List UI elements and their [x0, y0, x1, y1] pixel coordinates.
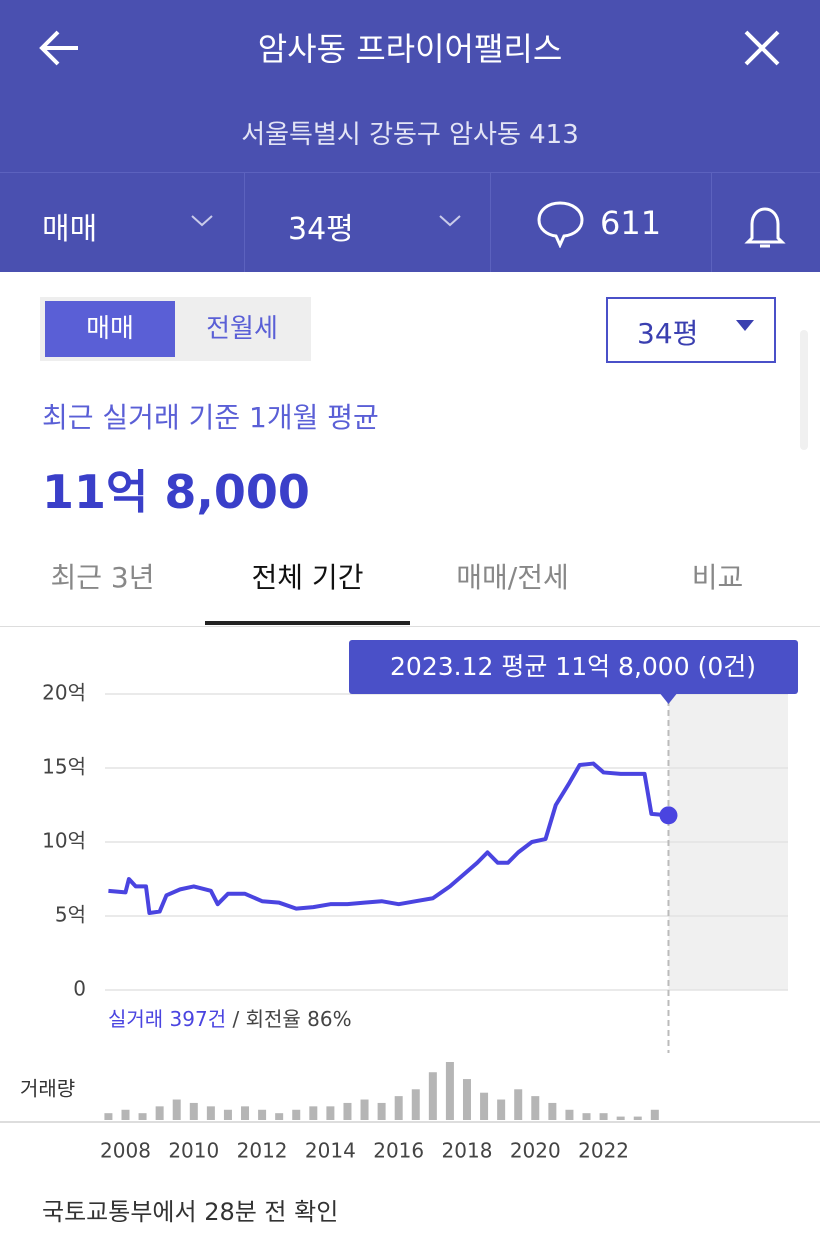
dropdown-arrow — [736, 320, 754, 331]
x-tick-label: 2022 — [578, 1139, 629, 1163]
title: 암사동 프라이어팰리스 — [257, 30, 563, 68]
volume-bar — [223, 1109, 232, 1120]
volume-bar — [343, 1102, 352, 1120]
area[interactable]: 34평 — [288, 212, 354, 247]
divider — [0, 172, 820, 173]
tab[interactable]: 비교 — [691, 561, 744, 594]
volume-bar — [104, 1113, 113, 1120]
x-tick-label: 2008 — [100, 1139, 151, 1163]
footer: 국토교통부에서 28분 전 확인 — [42, 1198, 339, 1226]
comment-icon[interactable] — [536, 200, 586, 248]
summary-caption: 최근 실거래 기준 1개월 평균 — [42, 401, 379, 434]
chevron — [191, 215, 213, 227]
close-button[interactable] — [744, 30, 780, 66]
bell-icon[interactable] — [744, 204, 786, 250]
tooltip-pointer — [660, 694, 677, 704]
volume-bar — [616, 1116, 625, 1120]
volume-bar — [360, 1099, 369, 1120]
volume-bar — [497, 1099, 506, 1120]
summary-price: 11억 8,000 — [42, 465, 310, 519]
volume-bar — [565, 1109, 574, 1120]
volume-bar — [258, 1109, 267, 1120]
x-tick-label: 2014 — [305, 1139, 356, 1163]
tab[interactable]: 전체 기간 — [251, 561, 364, 594]
trade-summary: 실거래 397건 / 회전율 86% — [108, 1007, 352, 1031]
chart: 거래량 실거래 397건 / 회전율 86% 0 5억 10억 15억 20억 2008 2… — [0, 640, 820, 1163]
volume-bar — [206, 1106, 215, 1120]
trade-type[interactable]: 매매 — [42, 212, 98, 247]
toggle-option[interactable]: 전월세 — [206, 314, 278, 344]
back-button[interactable] — [38, 28, 82, 68]
comment-count: 611 — [600, 204, 662, 242]
y-tick-label: 0 — [73, 977, 86, 1001]
y-tick-label: 5억 — [55, 903, 86, 927]
volume-bar — [155, 1106, 164, 1120]
price-line — [108, 761, 669, 916]
volume-bar — [326, 1106, 335, 1120]
volume-bar — [445, 1062, 454, 1120]
tab[interactable]: 매매/전세 — [456, 561, 569, 594]
volume-bar — [292, 1109, 301, 1120]
area-select: 34평 — [637, 317, 699, 350]
volume-bar — [599, 1113, 608, 1120]
tooltip-box — [349, 640, 798, 694]
turnover: / 회전율 86% — [233, 1007, 352, 1031]
volume-bar — [582, 1113, 591, 1120]
y-tick-label: 15억 — [42, 755, 86, 779]
divider — [711, 172, 712, 272]
volume-bar — [377, 1102, 386, 1120]
scrollbar — [800, 330, 808, 450]
x-tick-label: 2018 — [442, 1139, 493, 1163]
volume-bar — [241, 1106, 250, 1120]
tab-divider — [0, 626, 820, 627]
header: 암사동 프라이어팰리스 서울특별시 강동구 암사동 413 매매 34평 611 — [0, 0, 820, 272]
x-tick-label: 2012 — [237, 1139, 288, 1163]
last-point — [659, 806, 678, 825]
volume-bar — [309, 1106, 318, 1120]
volume-bar — [633, 1116, 642, 1120]
volume-bar — [531, 1096, 540, 1120]
volume-bar — [650, 1109, 659, 1120]
y-tick-label: 10억 — [42, 829, 86, 853]
volume-bar — [514, 1089, 523, 1120]
toggle-option[interactable]: 매매 — [45, 301, 175, 357]
area-dropdown[interactable] — [606, 297, 776, 363]
tab-indicator — [205, 621, 410, 625]
y-tick-label: 20억 — [42, 681, 86, 705]
x-tick-label: 2016 — [373, 1139, 424, 1163]
volume-bar — [548, 1102, 557, 1120]
volume-bar — [428, 1072, 437, 1120]
volume-bar — [394, 1096, 403, 1120]
volume-bar — [138, 1113, 147, 1120]
tooltip: 2023.12 평균 11억 8,000 (0건) — [390, 652, 756, 681]
volume-bar — [189, 1102, 198, 1120]
divider — [244, 172, 245, 272]
volume-bar — [411, 1089, 420, 1120]
volume-label: 거래량 — [20, 1077, 75, 1101]
volume-bar — [275, 1113, 284, 1120]
x-tick-label: 2010 — [168, 1139, 219, 1163]
address: 서울특별시 강동구 암사동 413 — [241, 120, 579, 150]
volume-bar — [121, 1109, 130, 1120]
tab[interactable]: 최근 3년 — [50, 561, 155, 594]
volume-bar — [172, 1099, 181, 1120]
chevron — [439, 215, 461, 227]
volume-bar — [480, 1092, 489, 1120]
x-tick-label: 2020 — [510, 1139, 561, 1163]
divider — [490, 172, 491, 272]
volume-bar — [462, 1079, 471, 1120]
trade-count: 실거래 397건 — [108, 1007, 226, 1031]
